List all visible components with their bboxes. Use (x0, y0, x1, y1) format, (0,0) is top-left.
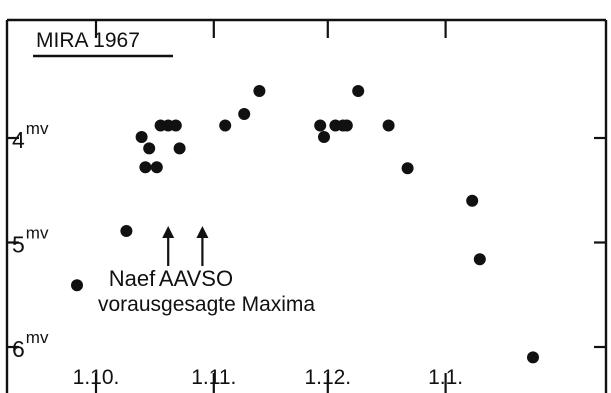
data-point (473, 253, 486, 266)
annotation-group: Naef AAVSO (109, 226, 233, 291)
data-point (219, 119, 232, 132)
data-point (71, 279, 83, 292)
annotation-label: AAVSO (159, 266, 233, 291)
data-point (253, 85, 266, 97)
data-point (238, 108, 251, 120)
data-point (352, 85, 365, 97)
annotation-arrow-head (196, 226, 209, 238)
data-point (139, 161, 152, 174)
data-point (401, 162, 414, 175)
data-point (466, 194, 479, 207)
annotation-arrow-head (162, 226, 175, 238)
y-tick-label: 5mv (12, 224, 49, 258)
annotation-label: Naef (109, 266, 156, 291)
data-points (71, 85, 539, 364)
y-tick-label: 6mv (12, 328, 49, 362)
axis-ticks (7, 20, 606, 393)
y-tick-label: 4mv (12, 119, 49, 153)
x-tick-label: 1.12. (304, 366, 351, 389)
chart-title: MIRA 1967 (36, 29, 140, 52)
data-point (173, 142, 186, 155)
data-point (143, 142, 156, 155)
axis-tick-labels: 1.10. 1.11. 1.12. 1.1. 4mv 5mv 6mv (12, 119, 463, 389)
x-tick-label: 1.10. (73, 366, 120, 389)
data-point (382, 119, 395, 132)
data-point (135, 131, 148, 143)
data-point (314, 119, 327, 132)
data-point (150, 161, 163, 174)
data-point (318, 131, 330, 143)
data-point (169, 119, 182, 132)
annotation-caption: vorausgesagte Maxima (98, 293, 315, 316)
data-point (340, 119, 353, 132)
data-point (120, 225, 133, 237)
x-tick-label: 1.11. (191, 366, 236, 389)
plot-frame (5, 18, 608, 393)
x-tick-label: 1.1. (428, 366, 463, 389)
data-point (527, 351, 539, 364)
